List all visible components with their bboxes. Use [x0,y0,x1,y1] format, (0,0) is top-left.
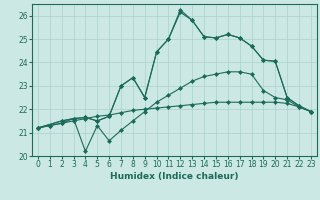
X-axis label: Humidex (Indice chaleur): Humidex (Indice chaleur) [110,172,239,181]
